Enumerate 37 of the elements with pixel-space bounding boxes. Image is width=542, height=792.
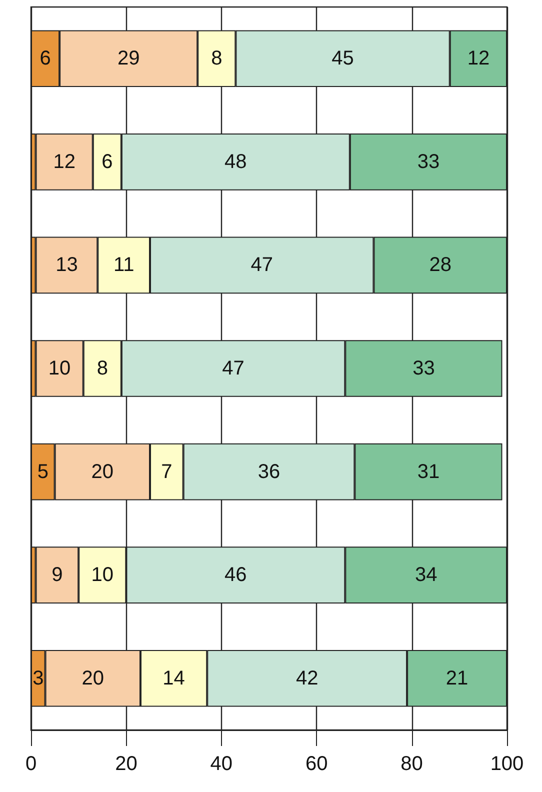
- data-label: 47: [222, 358, 244, 380]
- data-label: 45: [332, 48, 354, 70]
- data-label: 20: [91, 460, 114, 483]
- data-label: 6: [102, 150, 113, 173]
- x-tick-label: 60: [305, 753, 328, 775]
- data-label: 12: [467, 48, 490, 70]
- data-label: 36: [258, 460, 280, 483]
- data-label: 21: [446, 667, 468, 690]
- data-label: 33: [417, 150, 440, 173]
- x-tick-label: 20: [115, 753, 138, 775]
- data-label: 20: [82, 667, 104, 690]
- x-tick-label: 40: [210, 753, 233, 775]
- data-label: 6: [40, 48, 51, 70]
- data-label: 48: [224, 150, 247, 173]
- data-label: 5: [37, 460, 48, 483]
- data-label: 12: [53, 150, 76, 173]
- x-tick-label: 100: [490, 753, 524, 775]
- data-label: 3: [32, 667, 44, 690]
- data-label: 9: [52, 564, 63, 586]
- data-label: 10: [91, 564, 114, 586]
- x-tick-label: 0: [25, 753, 37, 775]
- data-label: 31: [417, 460, 440, 483]
- data-label: 7: [161, 460, 172, 483]
- data-label: 42: [296, 667, 318, 690]
- data-label: 8: [211, 48, 222, 70]
- data-label: 14: [162, 667, 185, 690]
- data-label: 13: [56, 254, 78, 276]
- data-label: 33: [412, 358, 435, 380]
- data-label: 11: [113, 254, 134, 276]
- data-label: 8: [96, 358, 108, 380]
- data-label: 28: [429, 254, 452, 276]
- data-label: 10: [48, 358, 71, 380]
- data-label: 46: [224, 564, 247, 586]
- data-label: 47: [250, 254, 273, 276]
- x-tick-label: 80: [400, 753, 423, 775]
- data-label: 29: [117, 48, 140, 70]
- data-label: 34: [414, 564, 438, 586]
